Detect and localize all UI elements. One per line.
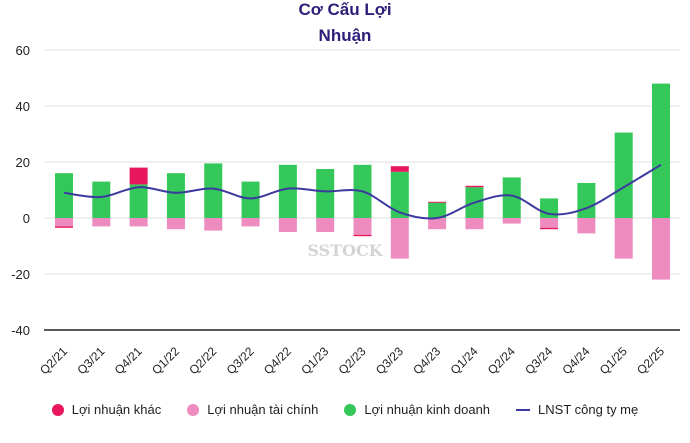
x-tick-label: Q2/21 xyxy=(37,344,70,377)
bar-financial xyxy=(652,218,670,280)
legend-item-operating[interactable]: Lợi nhuận kinh doanh xyxy=(344,402,490,417)
bar-financial xyxy=(428,218,447,230)
bar-operating xyxy=(502,177,521,218)
bar-other xyxy=(540,227,559,230)
legend-swatch xyxy=(344,403,357,416)
x-tick-label: Q3/22 xyxy=(224,344,257,377)
x-tick-label: Q4/23 xyxy=(410,344,443,377)
bar-other xyxy=(390,166,409,172)
bar-operating xyxy=(241,181,260,218)
bar-operating xyxy=(390,171,409,218)
y-tick-label: 20 xyxy=(16,155,30,170)
bar-other xyxy=(353,234,372,237)
x-tick-label: Q1/23 xyxy=(298,344,331,377)
bar-operating xyxy=(92,181,111,218)
line-lnst xyxy=(63,163,662,220)
bar-operating xyxy=(577,183,596,218)
legend-item-financial[interactable]: Lợi nhuận tài chính xyxy=(187,402,318,417)
bar-financial xyxy=(92,218,111,227)
bar-operating xyxy=(129,184,148,218)
bar-financial xyxy=(390,218,409,259)
bar-financial xyxy=(241,218,260,227)
bar-operating xyxy=(278,164,297,218)
x-tick-label: Q2/24 xyxy=(485,344,518,377)
bar-financial xyxy=(204,218,223,231)
x-tick-label: Q4/21 xyxy=(112,344,145,377)
chart-title: Cơ Cấu Lợi Nhuận xyxy=(298,0,392,45)
x-tick-label: Q2/25 xyxy=(634,344,667,377)
bar-other xyxy=(428,201,447,203)
legend-item-other[interactable]: Lợi nhuận khác xyxy=(51,402,161,417)
bar-financial xyxy=(278,218,297,232)
bar-financial xyxy=(577,218,596,234)
bar-other xyxy=(465,185,484,188)
y-tick-label: 60 xyxy=(16,43,30,58)
bar-other xyxy=(55,226,73,228)
watermark: SSTOCK xyxy=(307,241,383,260)
bar-operating xyxy=(166,173,185,218)
bar-financial xyxy=(465,218,484,230)
x-tick-label: Q3/24 xyxy=(522,344,555,377)
x-tick-label: Q1/22 xyxy=(149,344,182,377)
bar-financial xyxy=(353,218,372,235)
legend-swatch xyxy=(516,408,531,411)
bar-financial xyxy=(502,218,521,224)
x-tick-label: Q2/22 xyxy=(186,344,219,377)
x-tick-label: Q4/22 xyxy=(261,344,294,377)
bar-financial xyxy=(614,218,633,259)
x-tick-label: Q1/25 xyxy=(597,344,630,377)
bar-other xyxy=(129,167,148,185)
x-tick-label: Q2/23 xyxy=(336,344,369,377)
legend-swatch xyxy=(187,403,200,416)
bar-financial xyxy=(166,218,185,230)
y-tick-label: -20 xyxy=(11,267,30,282)
bar-operating xyxy=(652,83,670,218)
bar-operating xyxy=(204,163,223,218)
bar-operating xyxy=(55,173,73,218)
y-tick-label: -40 xyxy=(11,323,30,338)
legend: Lợi nhuận khác Lợi nhuận tài chính Lợi n… xyxy=(0,402,690,417)
x-tick-label: Q4/24 xyxy=(559,344,592,377)
bar-operating xyxy=(428,202,447,218)
legend-swatch xyxy=(51,403,64,416)
x-tick-label: Q3/23 xyxy=(373,344,406,377)
bar-operating xyxy=(316,169,335,218)
bar-financial xyxy=(129,218,148,227)
bar-financial xyxy=(316,218,335,232)
bar-financial xyxy=(540,218,559,228)
bar-operating xyxy=(614,132,633,218)
bar-financial xyxy=(55,218,73,227)
y-tick-label: 0 xyxy=(23,211,30,226)
legend-item-lnst[interactable]: LNST công ty mẹ xyxy=(516,402,638,417)
x-tick-label: Q3/21 xyxy=(74,344,107,377)
x-tick-label: Q1/24 xyxy=(448,344,481,377)
y-tick-label: 40 xyxy=(16,99,30,114)
